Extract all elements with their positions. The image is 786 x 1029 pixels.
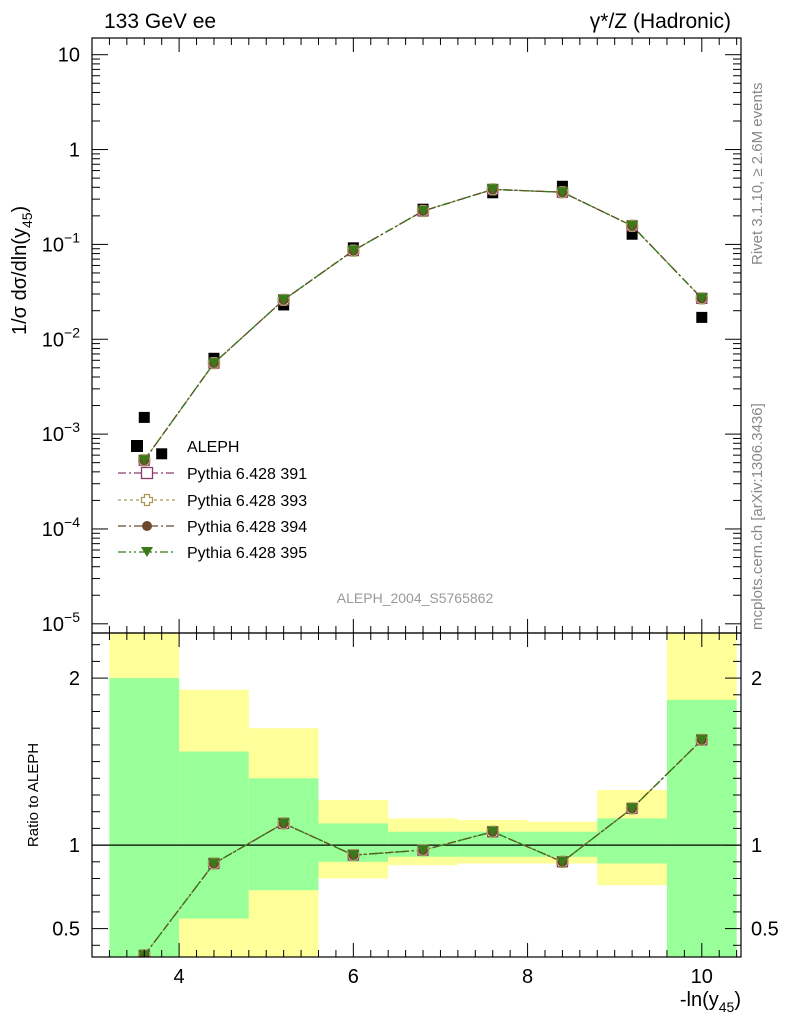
main-mc-line bbox=[143, 188, 703, 461]
y-tick-base: 10 bbox=[42, 614, 64, 636]
ratio-y-tick-label-right: 2 bbox=[751, 668, 762, 690]
mc-marker-395 bbox=[277, 294, 290, 305]
mc-marker-395 bbox=[486, 826, 499, 837]
data-point-aleph bbox=[696, 311, 708, 323]
y-tick-base: 10 bbox=[42, 424, 64, 446]
main-plot-frame bbox=[91, 37, 742, 634]
legend-marker-394 bbox=[142, 521, 152, 531]
y-tick-base: 10 bbox=[42, 234, 64, 256]
main-y-tick-label: 10−2 bbox=[42, 324, 80, 351]
legend-entry-394: Pythia 6.428 394 bbox=[118, 519, 307, 536]
y-tick-base: 10 bbox=[42, 329, 64, 351]
mc-marker-395 bbox=[207, 858, 220, 869]
x-axis-label: -ln(y45) bbox=[680, 989, 741, 1015]
ratio-y-tick-label-left: 2 bbox=[69, 668, 80, 690]
main-y-tick-label: 10−1 bbox=[42, 229, 80, 256]
mc-marker-395 bbox=[486, 184, 499, 195]
mc-marker-395 bbox=[138, 455, 151, 466]
legend-label-aleph: ALEPH bbox=[187, 439, 239, 456]
legend: ALEPH Pythia 6.428 391 Pythia 6.428 393 … bbox=[118, 439, 307, 562]
ratio-band-green bbox=[527, 831, 598, 857]
rivet-version-label: Rivet 3.1.10, ≥ 2.6M events bbox=[749, 83, 766, 266]
mcplots-label: mcplots.cern.ch [arXiv:1306.3436] bbox=[749, 403, 766, 630]
main-y-tick-label: 10−5 bbox=[42, 609, 80, 636]
ratio-y-axis-label: Ratio to ALEPH bbox=[25, 743, 42, 847]
main-mc-lines bbox=[143, 188, 703, 461]
ratio-markers bbox=[138, 733, 708, 957]
mc-marker-395 bbox=[626, 220, 639, 231]
legend-label-394: Pythia 6.428 394 bbox=[187, 519, 307, 536]
analysis-label: ALEPH_2004_S5765862 bbox=[337, 590, 494, 606]
main-y-tick-label: 1 bbox=[69, 140, 80, 162]
main-markers bbox=[138, 180, 708, 467]
legend-label-393: Pythia 6.428 393 bbox=[187, 493, 307, 510]
legend-entry-393: Pythia 6.428 393 bbox=[118, 493, 307, 510]
main-y-axis-label: 1/σ dσ/dln(y45) bbox=[9, 206, 35, 335]
main-y-tick-label: 10 bbox=[58, 45, 80, 67]
legend-entry-391: Pythia 6.428 391 bbox=[118, 466, 307, 483]
ratio-band-green bbox=[109, 678, 180, 957]
ratio-uncertainty-bands bbox=[109, 633, 737, 957]
data-point-aleph bbox=[138, 411, 150, 423]
xlabel-text: -ln(y bbox=[680, 989, 719, 1011]
y-tick-base: 1 bbox=[69, 140, 80, 162]
xlabel-sub: 45 bbox=[719, 999, 735, 1015]
ratio-y-tick-label-right: 1 bbox=[751, 835, 762, 857]
data-point-aleph bbox=[156, 448, 168, 460]
legend-marker-395 bbox=[141, 547, 153, 557]
main-y-tick-label: 10−3 bbox=[42, 419, 80, 446]
x-tick-label: 8 bbox=[522, 966, 533, 988]
mc-marker-395 bbox=[347, 245, 360, 256]
y-tick-exponent: −5 bbox=[64, 609, 80, 625]
y-tick-base: 10 bbox=[42, 519, 64, 541]
ratio-y-tick-label-left: 1 bbox=[69, 835, 80, 857]
legend-label-391: Pythia 6.428 391 bbox=[187, 466, 307, 483]
legend-marker-393 bbox=[140, 493, 154, 507]
y-tick-exponent: −1 bbox=[64, 229, 80, 245]
main-y-tick-label: 10−4 bbox=[42, 514, 80, 541]
mc-marker-395 bbox=[277, 818, 290, 829]
legend-entry-395: Pythia 6.428 395 bbox=[118, 545, 307, 562]
x-tick-label: 4 bbox=[174, 966, 185, 988]
mc-marker-395 bbox=[417, 205, 430, 216]
ratio-band-green bbox=[179, 751, 249, 919]
header-left-title: 133 GeV ee bbox=[104, 10, 216, 33]
header-right-title: γ*/Z (Hadronic) bbox=[590, 10, 731, 33]
mc-marker-395 bbox=[556, 856, 569, 867]
y-tick-base: 10 bbox=[58, 45, 80, 67]
data-point-aleph bbox=[626, 228, 638, 240]
y-tick-exponent: −4 bbox=[64, 514, 80, 530]
mc-marker-395 bbox=[207, 358, 220, 369]
legend-label-395: Pythia 6.428 395 bbox=[187, 545, 307, 562]
main-mc-line bbox=[143, 188, 703, 461]
mc-marker-395 bbox=[695, 734, 708, 745]
x-tick-label: 10 bbox=[691, 966, 713, 988]
x-tick-label: 6 bbox=[348, 966, 359, 988]
mc-marker-395 bbox=[626, 803, 639, 814]
mc-marker-395 bbox=[347, 850, 360, 861]
main-ylabel-close: ) bbox=[9, 206, 31, 213]
svg-text:1/σ dσ/dln(y45): 1/σ dσ/dln(y45) bbox=[9, 206, 35, 335]
ratio-y-tick-label-left: 0.5 bbox=[52, 919, 80, 941]
legend-marker-391 bbox=[140, 466, 154, 480]
main-mc-line bbox=[143, 188, 703, 461]
legend-marker-aleph bbox=[131, 440, 143, 452]
main-ylabel-text: 1/σ dσ/dln(y bbox=[9, 228, 31, 335]
y-tick-exponent: −3 bbox=[64, 419, 80, 435]
ratio-band-green bbox=[597, 818, 667, 864]
mc-marker-395 bbox=[695, 293, 708, 304]
ratio-y-tick-label-right: 0.5 bbox=[751, 919, 779, 941]
xlabel-close: ) bbox=[734, 989, 741, 1011]
legend-entry-aleph: ALEPH bbox=[131, 439, 239, 456]
main-ylabel-sub: 45 bbox=[19, 212, 35, 228]
mc-marker-395 bbox=[556, 187, 569, 198]
mc-marker-395 bbox=[417, 845, 430, 856]
main-mc-line bbox=[143, 188, 703, 461]
y-tick-exponent: −2 bbox=[64, 324, 80, 340]
